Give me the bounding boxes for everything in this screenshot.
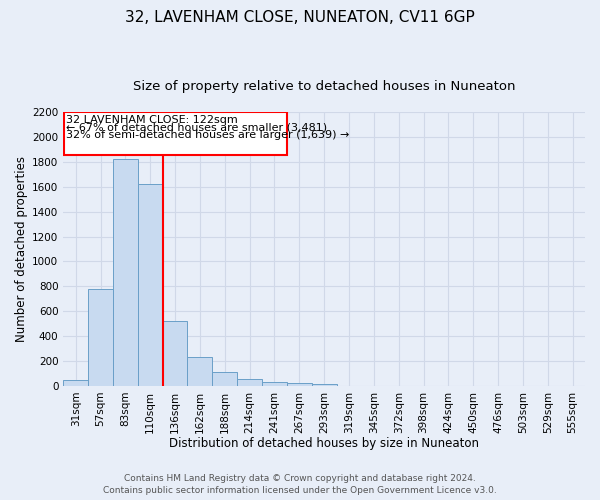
Text: 32, LAVENHAM CLOSE, NUNEATON, CV11 6GP: 32, LAVENHAM CLOSE, NUNEATON, CV11 6GP: [125, 10, 475, 25]
Bar: [63, 380, 88, 386]
Text: Contains HM Land Registry data © Crown copyright and database right 2024.
Contai: Contains HM Land Registry data © Crown c…: [103, 474, 497, 495]
Title: Size of property relative to detached houses in Nuneaton: Size of property relative to detached ho…: [133, 80, 515, 93]
Bar: [237, 379, 262, 386]
X-axis label: Distribution of detached houses by size in Nuneaton: Distribution of detached houses by size …: [169, 437, 479, 450]
Bar: [163, 321, 187, 386]
Bar: [262, 382, 287, 386]
Bar: [287, 384, 312, 386]
Bar: [88, 289, 113, 386]
Text: ← 67% of detached houses are smaller (3,481): ← 67% of detached houses are smaller (3,…: [66, 122, 328, 132]
Bar: [187, 357, 212, 386]
Bar: [64, 112, 287, 154]
Bar: [312, 384, 337, 386]
Bar: [138, 184, 163, 386]
Y-axis label: Number of detached properties: Number of detached properties: [15, 156, 28, 342]
Text: 32 LAVENHAM CLOSE: 122sqm: 32 LAVENHAM CLOSE: 122sqm: [66, 114, 238, 124]
Bar: [212, 372, 237, 386]
Bar: [113, 160, 138, 386]
Text: 32% of semi-detached houses are larger (1,639) →: 32% of semi-detached houses are larger (…: [66, 130, 350, 140]
